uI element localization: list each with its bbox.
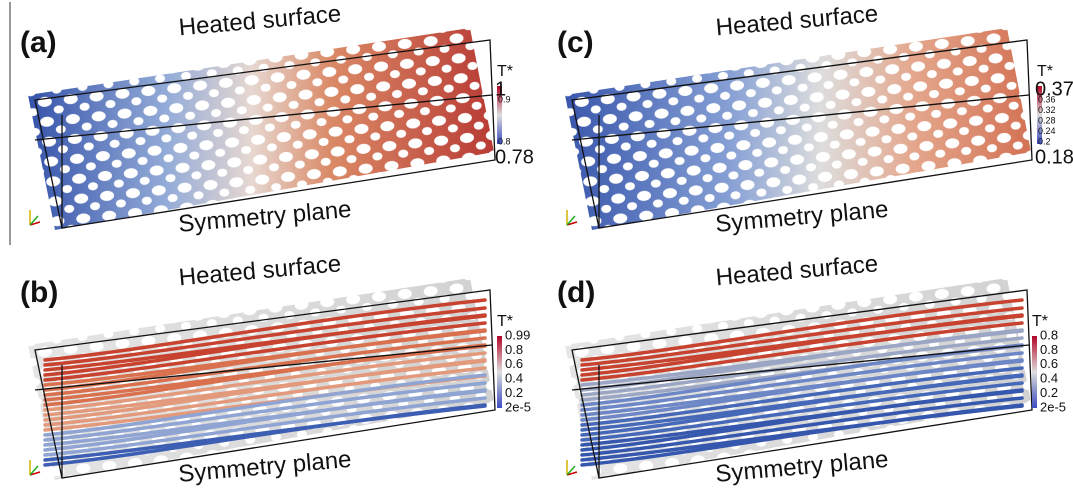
panel-label: (d) (557, 276, 595, 309)
legend-label: 2e-5 (505, 399, 531, 414)
legend-label: 0.8 (505, 342, 523, 357)
legend-label: 0.6 (505, 356, 523, 371)
streamline (580, 343, 1024, 407)
legend-label: 0.2 (1040, 385, 1058, 400)
domain-edge (34, 94, 493, 141)
streamline (43, 373, 487, 437)
legend-label: 0.18 (1035, 146, 1073, 168)
heated-surface-label: Heated surface (178, 0, 342, 41)
streamline (580, 298, 1024, 362)
axis-triad (566, 465, 576, 476)
legend-title: T* (1032, 313, 1048, 330)
streamline (580, 313, 1024, 377)
legend-label: 1 (495, 78, 506, 100)
legend-label: 0.8 (498, 136, 511, 146)
streamline (43, 313, 487, 377)
streamline (43, 396, 487, 457)
axis-triad (29, 221, 41, 226)
streamline (580, 366, 1024, 427)
legend-label: 0.28 (1038, 115, 1056, 125)
panel-label: (b) (20, 276, 58, 309)
streamline (43, 366, 487, 427)
streamline (43, 351, 487, 412)
domain-box (571, 39, 1033, 229)
streamline (43, 403, 487, 467)
axis-triad (566, 215, 576, 226)
streamline (580, 321, 1024, 382)
axis-triad (566, 471, 578, 476)
streamline (580, 351, 1024, 412)
foam (28, 28, 494, 230)
domain-box (34, 289, 496, 479)
panel-label: (c) (557, 26, 594, 59)
domain-box (571, 289, 1033, 479)
legend-label: 0.32 (1038, 105, 1056, 115)
heated-surface-label: Heated surface (715, 0, 879, 41)
streamline (43, 358, 487, 422)
legend-title: T* (1037, 63, 1053, 80)
streamline (43, 381, 487, 442)
axis-triad (29, 215, 39, 226)
legend-title: T* (497, 313, 513, 330)
heated-surface-label: Heated surface (178, 250, 342, 291)
legend-label: 0.99 (505, 327, 530, 342)
legend-label: 0.36 (1038, 94, 1056, 104)
domain-edge (571, 94, 1030, 141)
legend-label: 0.24 (1038, 126, 1056, 136)
legend-label: 0.37 (1035, 78, 1073, 100)
streamline (580, 396, 1024, 457)
streamline (43, 298, 487, 362)
streamline (580, 381, 1024, 442)
foam (565, 28, 1031, 230)
legend-label: 0.9 (498, 94, 511, 104)
heated-surface-label: Heated surface (715, 250, 879, 291)
streamline (580, 306, 1024, 367)
panel-label: (a) (20, 26, 57, 59)
streamline (580, 403, 1024, 467)
domain-edge (571, 344, 1030, 391)
legend-title: T* (497, 63, 513, 80)
legend-label: 2e-5 (1040, 399, 1066, 414)
domain-edge (34, 344, 493, 391)
streamline (580, 373, 1024, 437)
colorbar (497, 336, 502, 408)
streamline (43, 306, 487, 367)
legend-label: 0.4 (505, 371, 523, 386)
legend-label: 0.78 (495, 146, 534, 168)
streamline (43, 321, 487, 382)
axis-triad (29, 465, 39, 476)
axis-triad (29, 471, 41, 476)
colorbar (1037, 86, 1042, 144)
streamline (43, 343, 487, 407)
legend-label: 0.2 (1038, 136, 1051, 146)
streamline (43, 388, 487, 452)
colorbar (497, 86, 502, 144)
legend-label: 0.8 (1040, 342, 1058, 357)
domain-box (34, 39, 496, 229)
legend-label: 0.2 (505, 385, 523, 400)
legend-label: 0.6 (1040, 356, 1058, 371)
legend-label: 0.8 (1040, 327, 1058, 342)
legend-label: 0.4 (1040, 371, 1058, 386)
axis-triad (566, 221, 578, 226)
streamline (580, 358, 1024, 422)
colorbar (1032, 336, 1037, 408)
streamline (580, 388, 1024, 452)
